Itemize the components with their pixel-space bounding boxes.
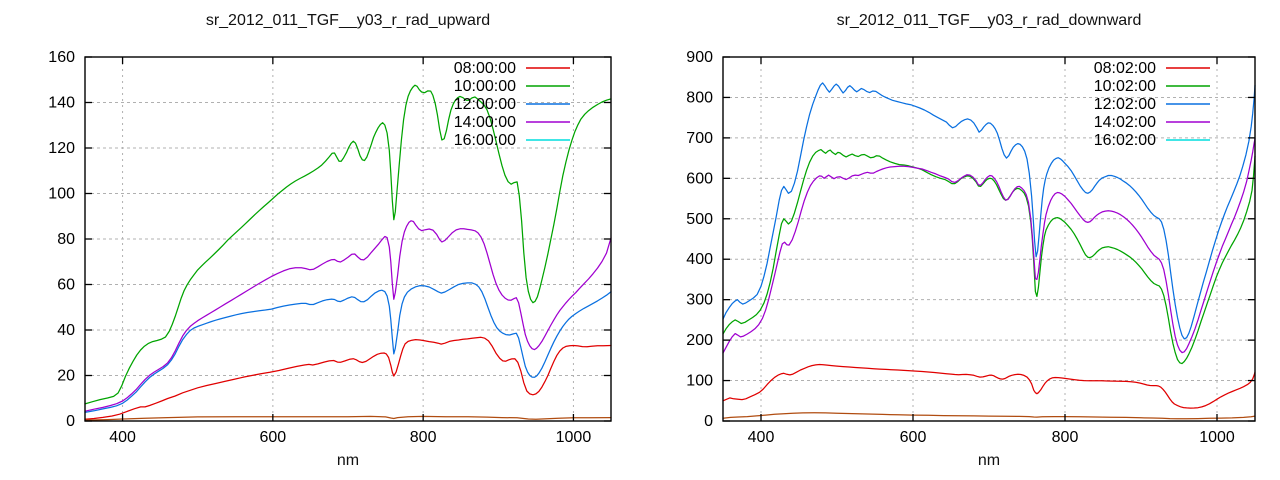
series-line-downward-14:02:00 — [722, 138, 1256, 354]
y-tick-label: 600 — [686, 170, 713, 187]
x-tick-label: 800 — [410, 429, 437, 446]
series-line-upward-10:00:00 — [84, 84, 612, 405]
chart-upward: 0 20 40 60 80 100 120 140 160 400 600 800 1000 08:00:… — [48, 49, 612, 446]
y-tick-label: 300 — [686, 292, 713, 309]
y-tick-label: 700 — [686, 130, 713, 147]
legend-label-08:00:00: 08:00:00 — [454, 60, 516, 77]
legend-label-14:00:00: 14:00:00 — [454, 114, 516, 131]
legend-label-14:02:00: 14:02:00 — [1094, 114, 1156, 131]
x-tick-label: 1000 — [1199, 429, 1235, 446]
series-line-downward-12:02:00 — [722, 82, 1256, 340]
y-tick-label: 140 — [48, 95, 75, 112]
legend-label-10:02:00: 10:02:00 — [1094, 78, 1156, 95]
legend-label-10:00:00: 10:00:00 — [454, 78, 516, 95]
y-tick-label: 40 — [57, 322, 75, 339]
x-axis-label-downward: nm — [977, 452, 1001, 469]
y-tick-label: 400 — [686, 251, 713, 268]
chart-title-upward: sr_2012_011_TGF__y03_r_rad_upward — [205, 12, 491, 29]
y-tick-label: 800 — [686, 89, 713, 106]
y-tick-label: 500 — [686, 211, 713, 228]
series-line-downward-10:02:00 — [722, 148, 1256, 365]
y-tick-label: 0 — [66, 413, 75, 430]
y-tick-label: 80 — [57, 231, 75, 248]
x-tick-label: 1000 — [556, 429, 592, 446]
chart-title-downward: sr_2012_011_TGF__y03_r_rad_downward — [836, 12, 1142, 29]
legend-label-12:00:00: 12:00:00 — [454, 96, 516, 113]
axes-upward — [84, 56, 612, 422]
grid-downward — [723, 57, 1255, 421]
chart-downward: 0 100 200 300 400 500 600 700 800 900 400 600 800 100… — [686, 49, 1256, 446]
series-group-upward — [84, 84, 612, 421]
y-tick-label: 0 — [704, 413, 713, 430]
series-group-downward — [722, 82, 1256, 420]
series-line-downward-16:02:00 — [722, 412, 1256, 420]
y-tick-label: 120 — [48, 140, 75, 157]
x-tick-label: 800 — [1052, 429, 1079, 446]
y-tick-label: 900 — [686, 49, 713, 66]
tick-labels-downward: 0 100 200 300 400 500 600 700 800 900 400 600 800 100… — [686, 49, 1235, 446]
x-tick-label: 400 — [748, 429, 775, 446]
x-tick-label: 400 — [109, 429, 136, 446]
series-line-upward-12:00:00 — [84, 282, 612, 414]
tick-labels-upward: 0 20 40 60 80 100 120 140 160 400 600 800 1000 — [48, 49, 591, 446]
legend-label-08:02:00: 08:02:00 — [1094, 60, 1156, 77]
legend-label-16:00:00: 16:00:00 — [454, 132, 516, 149]
x-tick-label: 600 — [900, 429, 927, 446]
legend-label-16:02:00: 16:02:00 — [1094, 132, 1156, 149]
y-tick-label: 100 — [686, 373, 713, 390]
legend-label-12:02:00: 12:02:00 — [1094, 96, 1156, 113]
x-tick-label: 600 — [260, 429, 287, 446]
x-axis-label-upward: nm — [336, 452, 360, 469]
y-tick-label: 100 — [48, 186, 75, 203]
y-tick-label: 60 — [57, 277, 75, 294]
axes-downward — [722, 56, 1256, 422]
series-line-upward-08:00:00 — [84, 336, 612, 420]
y-tick-label: 20 — [57, 368, 75, 385]
y-tick-label: 200 — [686, 332, 713, 349]
y-tick-label: 160 — [48, 49, 75, 66]
series-line-downward-08:02:00 — [722, 363, 1256, 409]
series-line-upward-16:00:00 — [84, 415, 612, 421]
series-line-upward-14:00:00 — [84, 220, 612, 412]
